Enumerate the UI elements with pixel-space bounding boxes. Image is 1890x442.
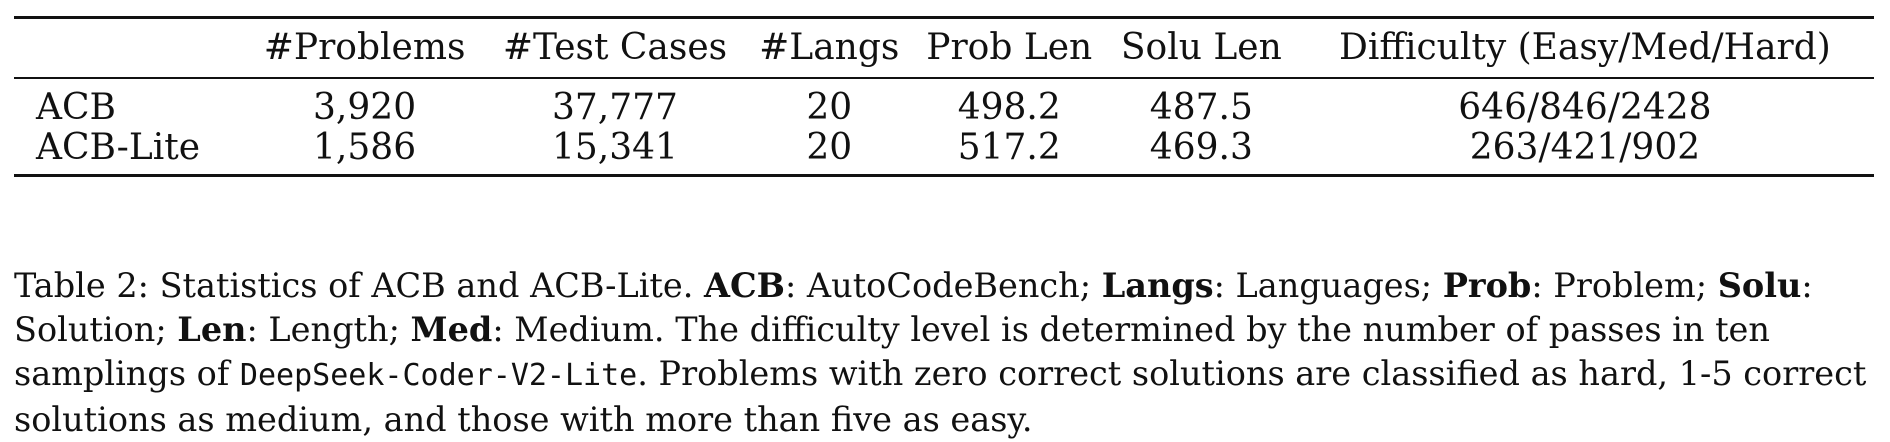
header-difficulty: Difficulty (Easy/Med/Hard) <box>1339 27 1831 68</box>
statistics-table-container: #Problems #Test Cases #Langs Prob Len So… <box>14 16 1874 177</box>
header-solu-len: Solu Len <box>1120 27 1282 68</box>
cell-solu-len: 487.5 <box>1149 86 1253 128</box>
table-caption: Table 2: Statistics of ACB and ACB-Lite.… <box>14 264 1874 442</box>
statistics-table: #Problems #Test Cases #Langs Prob Len So… <box>14 16 1874 177</box>
cell-prob-len: 498.2 <box>957 86 1061 128</box>
cell-solu-len: 469.3 <box>1149 126 1253 168</box>
caption-term-acb: ACB <box>704 265 785 305</box>
cell-problems: 3,920 <box>313 86 417 128</box>
header-langs: #Langs <box>759 27 900 68</box>
cell-difficulty: 263/421/902 <box>1469 126 1701 168</box>
cell-prob-len: 517.2 <box>957 126 1061 168</box>
cell-langs: 20 <box>806 126 853 168</box>
caption-term-prob: Prob <box>1442 265 1532 305</box>
header-empty <box>14 18 246 78</box>
caption-term-len: Len <box>177 309 247 349</box>
caption-def-prob: : Problem; <box>1531 265 1718 305</box>
caption-term-langs: Langs <box>1101 265 1214 305</box>
row-label: ACB <box>36 86 116 128</box>
caption-def-solu: : Solution; <box>14 265 1813 349</box>
caption-def-acb: : AutoCodeBench; <box>785 265 1102 305</box>
table-header-row: #Problems #Test Cases #Langs Prob Len So… <box>14 17 1874 78</box>
caption-term-med: Med <box>410 309 493 349</box>
header-test-cases: #Test Cases <box>502 27 728 68</box>
caption-prefix: Table 2: Statistics of ACB and ACB-Lite. <box>14 265 705 305</box>
cell-difficulty: 646/846/2428 <box>1458 86 1712 128</box>
caption-def-langs: : Languages; <box>1213 265 1443 305</box>
caption-model-name: DeepSeek-Coder-V2-Lite <box>239 357 638 393</box>
caption-def-med: : Medium. The difficulty level is determ… <box>14 309 1770 393</box>
table-row: ACB 3,920 37,777 20 498.2 487.5 646/846/… <box>14 78 1874 128</box>
row-label: ACB-Lite <box>36 126 201 168</box>
header-problems: #Problems <box>263 27 466 68</box>
cell-langs: 20 <box>806 86 853 128</box>
cell-problems: 1,586 <box>313 126 417 168</box>
header-prob-len: Prob Len <box>926 27 1093 68</box>
table-row: ACB-Lite 1,586 15,341 20 517.2 469.3 263… <box>14 128 1874 176</box>
cell-test-cases: 15,341 <box>552 126 678 168</box>
cell-test-cases: 37,777 <box>552 86 678 128</box>
caption-term-solu: Solu <box>1717 265 1802 305</box>
caption-def-len: : Length; <box>246 309 411 349</box>
